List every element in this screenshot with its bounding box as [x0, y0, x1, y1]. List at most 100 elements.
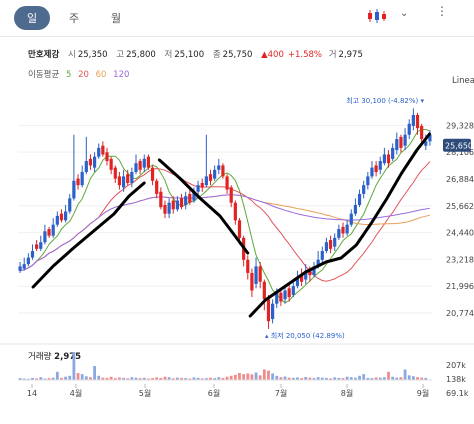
volume-bar	[26, 378, 30, 380]
candle-body	[68, 198, 72, 212]
candle-body	[146, 156, 151, 168]
candle-body	[341, 226, 345, 234]
volume-bar	[109, 376, 113, 380]
low-value: 25,100	[174, 50, 205, 60]
volume-bar	[105, 377, 109, 380]
moving-average-lines	[19, 129, 431, 304]
volume-axis-label: 207k	[446, 361, 466, 370]
volume-bar	[72, 352, 76, 380]
volume-bar	[18, 378, 22, 380]
tab-daily[interactable]: 일	[14, 6, 50, 30]
candle-body	[221, 165, 225, 177]
candle-body	[295, 277, 300, 287]
chevron-down-icon[interactable]: ⌄	[400, 8, 409, 19]
candle-body	[333, 237, 337, 247]
change-value: ▲400	[261, 50, 284, 60]
volume-bar	[221, 377, 225, 380]
candle-body	[374, 165, 378, 173]
candle-body	[84, 161, 88, 173]
volume-bar	[225, 376, 229, 380]
candle-body	[47, 229, 51, 236]
candle-body	[312, 266, 316, 276]
volume-bar	[316, 377, 320, 380]
candle-body	[97, 147, 101, 157]
candle-body	[395, 139, 399, 151]
more-icon[interactable]: ⋮	[436, 4, 448, 18]
volume-bar	[47, 378, 51, 380]
candle-body	[88, 158, 93, 166]
ma-60[interactable]: 60	[95, 70, 107, 80]
volume-bar	[93, 366, 96, 380]
volume-bar	[155, 377, 159, 380]
high-price-marker: 최고 30,100 (-4.82%) ▾	[346, 96, 424, 105]
volume-bar	[308, 377, 312, 380]
candle-body	[237, 220, 242, 238]
current-price-text: 25,650	[445, 142, 473, 151]
candle-body	[308, 268, 312, 276]
volume-bar	[382, 377, 386, 380]
volume-bar	[163, 376, 167, 380]
candle-body	[22, 264, 26, 269]
price-markers: 최고 30,100 (-4.82%) ▾ ▴ 최저 20,050 (42.89%)	[265, 96, 424, 340]
candle-body	[283, 290, 287, 300]
volume-bar	[420, 377, 424, 380]
candle-body	[72, 180, 76, 199]
candle-body	[428, 134, 432, 142]
volume-bars	[0, 343, 474, 381]
volume-bar	[159, 377, 163, 380]
volume-bar	[387, 371, 390, 380]
volume-bar	[378, 377, 382, 380]
volume-bar	[411, 376, 415, 380]
tab-weekly[interactable]: 주	[68, 12, 80, 25]
volume-bar	[246, 373, 250, 380]
volume-bar	[55, 371, 59, 380]
volume-bar	[31, 377, 34, 380]
candle-body	[420, 125, 424, 140]
volume-bar	[118, 377, 121, 380]
ma-5[interactable]: 5	[65, 70, 72, 80]
volume-bar	[180, 377, 183, 380]
ma-line-120	[19, 194, 430, 272]
volume-bar	[39, 377, 43, 380]
period-tabs: 일 주 월	[14, 6, 134, 30]
volume-bar	[291, 377, 295, 380]
candle-body	[18, 266, 22, 271]
candle-body	[192, 191, 196, 201]
low-label: 저	[164, 50, 173, 60]
volume-bar	[304, 376, 308, 380]
volume-bar	[416, 377, 419, 380]
candle-body	[304, 270, 308, 280]
candle-body	[415, 114, 420, 129]
volume-bar	[267, 370, 270, 380]
scale-mode-label[interactable]: Linea	[452, 76, 474, 86]
volume-bar	[366, 377, 370, 380]
volume-bar	[362, 374, 366, 380]
volume-bar	[126, 378, 130, 380]
candle-body	[200, 182, 204, 188]
volume-axis-label: 138k	[446, 375, 466, 384]
volume-bar	[64, 376, 68, 380]
ma-20[interactable]: 20	[78, 70, 89, 80]
ma-line-5	[19, 129, 431, 304]
candle-body	[250, 272, 254, 291]
volume-bar	[374, 377, 378, 380]
volume-bar	[424, 377, 428, 380]
candle-body	[213, 169, 217, 179]
candle-body	[121, 176, 126, 188]
time-axis-label: 7월	[275, 388, 287, 398]
ma-120[interactable]: 120	[113, 70, 130, 80]
volume-bar	[271, 373, 275, 380]
volume-bar	[395, 377, 399, 380]
candle-body	[175, 200, 179, 210]
candle-body	[324, 242, 329, 252]
volume-bar	[329, 378, 332, 380]
candle-body	[134, 163, 138, 173]
candle-body	[287, 288, 291, 298]
volume-bar	[279, 377, 283, 380]
volume-bar	[43, 378, 47, 380]
trendline-stroke	[157, 158, 250, 255]
candlestick-icon[interactable]	[366, 8, 388, 24]
tab-monthly[interactable]: 월	[110, 12, 122, 25]
candle-body	[362, 185, 366, 194]
